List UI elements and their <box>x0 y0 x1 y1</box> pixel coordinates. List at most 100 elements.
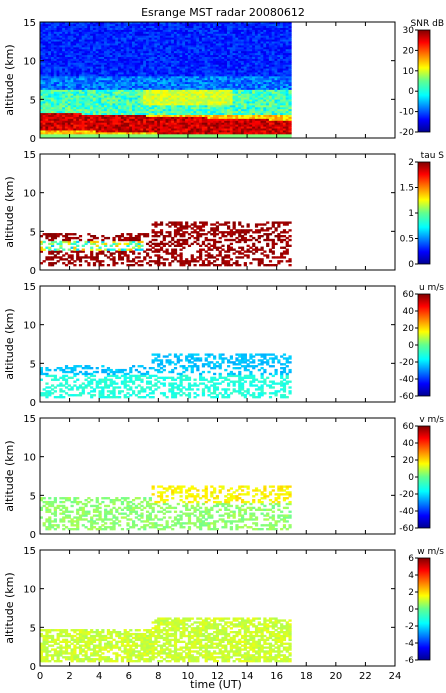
data-cell <box>123 79 127 83</box>
data-cell <box>235 133 239 137</box>
data-cell <box>67 130 71 133</box>
data-cell <box>157 108 161 112</box>
data-cell <box>229 68 233 71</box>
data-cell <box>73 29 77 32</box>
data-cell <box>266 122 270 125</box>
data-cell <box>263 43 267 46</box>
data-cell <box>254 130 259 133</box>
data-cell <box>213 135 217 139</box>
data-cell <box>39 56 43 59</box>
data-cell <box>157 106 161 110</box>
data-cell <box>98 35 102 38</box>
data-cell <box>199 130 203 133</box>
data-cell <box>84 124 88 127</box>
data-cell <box>95 33 99 36</box>
data-cell <box>129 104 133 108</box>
data-cell <box>115 43 119 46</box>
data-cell <box>193 72 197 75</box>
data-cell <box>204 99 208 102</box>
data-cell <box>78 122 83 125</box>
data-cell <box>165 81 169 85</box>
data-cell <box>254 112 259 115</box>
data-cell <box>48 27 52 30</box>
data-cell <box>187 25 192 28</box>
data-cell <box>81 101 85 104</box>
data-cell <box>101 75 105 79</box>
data-cell <box>70 81 74 85</box>
data-cell <box>42 106 46 110</box>
data-cell <box>120 25 125 28</box>
data-cell <box>73 48 77 52</box>
data-cell <box>76 33 80 36</box>
data-cell <box>48 101 52 104</box>
data-cell <box>252 23 256 27</box>
data-cell <box>76 23 80 27</box>
data-cell <box>235 130 239 133</box>
data-cell <box>159 124 164 127</box>
data-cell <box>140 77 144 81</box>
data-cell <box>257 54 261 57</box>
data-cell <box>143 133 147 137</box>
data-cell <box>238 110 242 114</box>
data-cell <box>120 135 125 139</box>
data-cell <box>109 56 113 59</box>
data-cell <box>106 54 111 57</box>
data-cell <box>218 52 222 56</box>
data-cell <box>118 48 122 52</box>
data-cell <box>45 31 49 34</box>
data-cell <box>62 95 66 98</box>
data-cell <box>112 75 116 79</box>
data-cell <box>268 104 273 108</box>
data-cell <box>246 116 250 119</box>
data-cell <box>39 21 43 25</box>
data-cell <box>215 70 220 73</box>
data-cell <box>257 118 261 121</box>
data-cell <box>182 89 186 92</box>
data-cell <box>123 135 127 139</box>
data-cell <box>129 29 133 32</box>
data-cell <box>104 75 108 79</box>
data-cell <box>129 56 133 59</box>
data-cell <box>185 87 189 90</box>
data-cell <box>50 132 55 135</box>
data-cell <box>120 101 125 104</box>
data-cell <box>145 89 150 92</box>
data-cell <box>199 48 203 52</box>
data-cell <box>95 91 99 94</box>
data-cell <box>126 27 130 30</box>
data-cell <box>73 39 77 42</box>
data-cell <box>249 93 253 96</box>
data-cell <box>67 45 71 48</box>
data-cell <box>115 112 119 115</box>
data-cell <box>238 79 242 83</box>
data-cell <box>263 27 267 30</box>
data-cell <box>140 114 144 117</box>
data-cell <box>179 50 183 54</box>
data-cell <box>173 114 178 117</box>
data-cell <box>45 23 49 27</box>
data-cell <box>115 135 119 139</box>
data-cell <box>56 56 60 59</box>
data-cell <box>254 77 259 81</box>
data-cell <box>246 70 250 73</box>
data-cell <box>235 46 239 50</box>
data-cell <box>48 72 52 75</box>
data-cell <box>263 45 267 48</box>
data-cell <box>137 39 141 42</box>
data-cell <box>257 33 261 36</box>
data-cell <box>62 116 66 119</box>
data-cell <box>224 50 228 54</box>
data-cell <box>176 33 180 36</box>
data-cell <box>39 104 43 108</box>
data-cell <box>151 31 155 34</box>
data-cell <box>257 56 261 59</box>
data-cell <box>193 21 197 25</box>
data-cell <box>70 124 74 127</box>
data-cell <box>243 101 247 104</box>
data-cell <box>45 132 49 135</box>
data-cell <box>221 95 225 98</box>
data-cell <box>190 77 194 81</box>
data-cell <box>204 130 208 133</box>
data-cell <box>70 87 74 90</box>
